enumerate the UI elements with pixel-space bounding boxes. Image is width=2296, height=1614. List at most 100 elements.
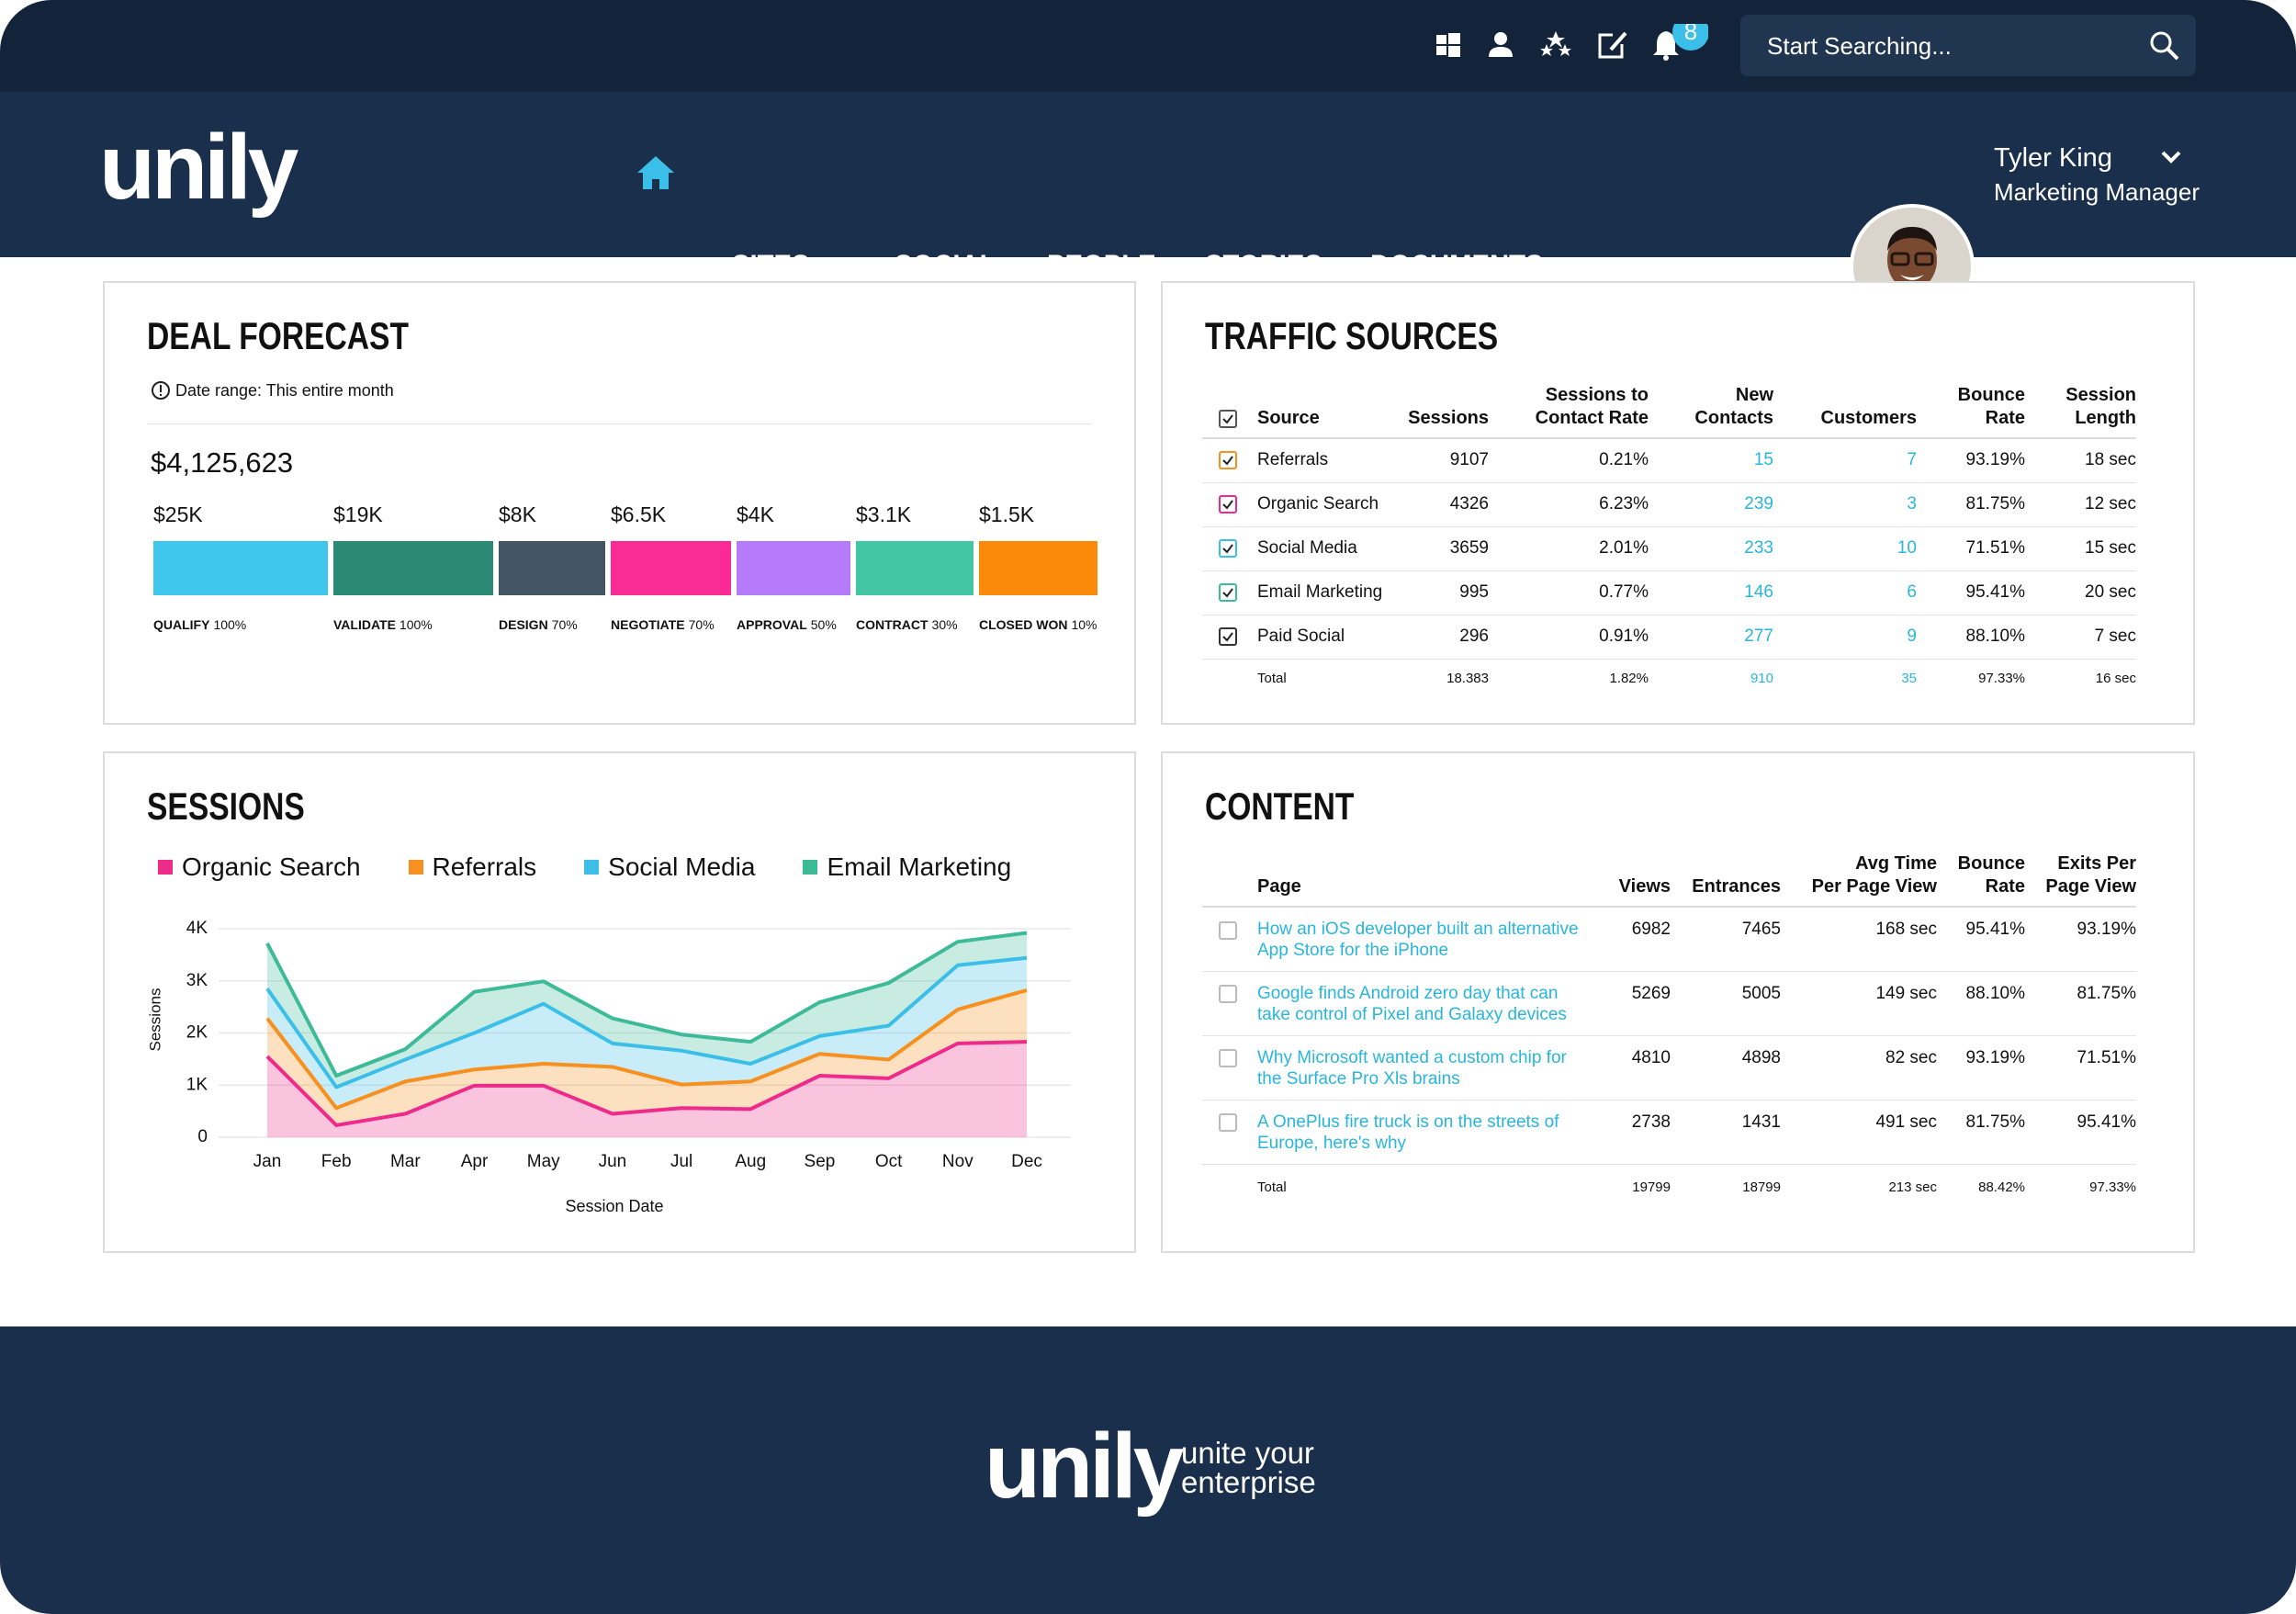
column-header: Avg Time Per Page View (1781, 845, 1937, 908)
check-cell (1202, 615, 1257, 660)
check-mark (1222, 500, 1233, 510)
checkbox[interactable] (1219, 626, 1237, 646)
link-cell[interactable]: Why Microsoft wanted a custom chip for t… (1257, 1035, 1604, 1100)
legend-label: Social Media (608, 852, 756, 881)
link-cell[interactable]: How an iOS developer built an alternativ… (1257, 907, 1604, 972)
stage-name: QUALIFY (153, 617, 210, 632)
table-cell: 93.19% (2025, 907, 2136, 972)
total-cell: Total (1257, 670, 1287, 686)
stage: $19K VALIDATE 100% (333, 502, 493, 633)
info-icon (152, 381, 170, 400)
nav-item[interactable]: STORIES (1205, 249, 1322, 284)
checkbox[interactable] (1219, 494, 1237, 514)
link-cell: 7 (1773, 438, 1917, 483)
search-box[interactable]: Start Searching... (1740, 15, 2196, 76)
x-tick-label: May (527, 1152, 560, 1171)
line (265, 955, 1028, 1089)
table-cell: 9107 (1406, 438, 1489, 483)
total-row: Total 18.383 1.82% 910 35 97.33% 16 sec (1202, 659, 2136, 697)
stage-segment (333, 541, 493, 595)
table-cell: 93.19% (1937, 1035, 2025, 1100)
search-icon[interactable] (2148, 29, 2181, 62)
checkbox[interactable] (1219, 538, 1237, 558)
check-cell (1202, 526, 1257, 571)
stage: $3.1K CONTRACT 30% (856, 502, 974, 633)
footer-logo: unily (985, 1415, 1184, 1518)
column-header: Customers (1773, 375, 1917, 439)
x-tick-label: Aug (735, 1152, 766, 1171)
checkbox[interactable] (1219, 582, 1237, 602)
header-text: Rate (1985, 408, 2025, 428)
edit-icon[interactable] (1598, 31, 1627, 59)
nav-item[interactable]: PEOPLE (1047, 249, 1156, 284)
table-cell: 5269 (1604, 971, 1671, 1036)
nav-bar: unily SITES SOCIAL PEOPLE STORIES DOCUMENTS … (0, 92, 2296, 329)
total-cell: 18799 (1742, 1179, 1781, 1195)
top-bar: 8 Start Searching... (0, 0, 2296, 92)
check-cell (1202, 845, 1257, 908)
checkbox[interactable] (1219, 1113, 1237, 1133)
x-tick-label: Nov (942, 1152, 974, 1171)
traffic-sources-card: TRAFFIC SOURCES Source Sessions Sessions t… (1161, 281, 2195, 725)
windows-icon[interactable] (1436, 33, 1460, 57)
check (1222, 456, 1233, 466)
table-cell: 88.10% (1917, 615, 2025, 660)
checkbox[interactable] (1219, 409, 1237, 428)
favorites-icon[interactable] (1540, 31, 1571, 56)
notifications-icon[interactable] (1653, 31, 1679, 61)
y-tick-label: 0 (197, 1127, 208, 1146)
total-cell: 18.383 (1446, 670, 1489, 686)
stage-name: CONTRACT (856, 617, 929, 632)
user-menu-chevron[interactable] (2160, 149, 2182, 165)
check (1222, 500, 1233, 510)
stage-name: DESIGN (499, 617, 548, 632)
stage-label: QUALIFY 100% (153, 616, 328, 633)
total-cell: 910 (1750, 670, 1773, 686)
checkbox[interactable] (1219, 985, 1237, 1004)
check (1222, 544, 1233, 554)
legend-item[interactable]: Email Marketing (803, 852, 1011, 883)
stage-amount: $19K (333, 502, 383, 526)
profile-icon[interactable] (1489, 32, 1513, 57)
header-text: Session (2065, 385, 2136, 405)
link-cell[interactable]: Google finds Android zero day that can t… (1257, 971, 1604, 1036)
stage-amount: $6.5K (611, 502, 667, 526)
legend-item[interactable]: Referrals (408, 852, 536, 883)
checkbox[interactable] (1219, 1049, 1237, 1068)
link-cell[interactable]: A OnePlus fire truck is on the streets o… (1257, 1100, 1604, 1165)
x-tick-label: Jun (599, 1152, 627, 1171)
check-cell (1202, 971, 1257, 1036)
total-cell: 35 (1901, 670, 1917, 686)
legend-item[interactable]: Organic Search (158, 852, 361, 883)
legend-item[interactable]: Social Media (584, 852, 755, 883)
nav-item[interactable]: SOCIAL (895, 249, 996, 284)
link-cell: 15 (1649, 438, 1773, 483)
table-cell: 15 sec (2025, 526, 2136, 571)
header-text: Bounce (1957, 385, 2025, 405)
checkbox[interactable] (1219, 920, 1237, 940)
nav-item[interactable]: DOCUMENTS (1370, 249, 1544, 284)
link-cell: 9 (1773, 615, 1917, 660)
table-cell: 20 sec (2025, 570, 2136, 615)
table-cell: 168 sec (1781, 907, 1937, 972)
legend: Organic Search Referrals Social Media Email… (158, 852, 1011, 883)
user-name[interactable]: Tyler King (1994, 143, 2112, 173)
check-cell (1202, 659, 1257, 697)
table-cell: 995 (1406, 570, 1489, 615)
table-cell: Email Marketing (1257, 570, 1406, 615)
stage-label: VALIDATE 100% (333, 616, 493, 633)
table-cell: 296 (1406, 615, 1489, 660)
logo[interactable]: unily (99, 116, 298, 219)
stage-label: CLOSED WON 10% (979, 616, 1097, 633)
check-cell (1202, 1035, 1257, 1100)
nav-item[interactable]: SITES (732, 248, 838, 285)
check-cell (1202, 570, 1257, 615)
line (265, 988, 1028, 1111)
y-tick-label: 2K (186, 1023, 208, 1043)
checkbox[interactable] (1219, 451, 1237, 470)
table-cell: 0.21% (1489, 438, 1649, 483)
home-icon[interactable] (636, 154, 675, 191)
x-tick-label: Mar (390, 1152, 421, 1171)
table-cell: 81.75% (1917, 482, 2025, 527)
stage-label: CONTRACT 30% (856, 616, 974, 633)
